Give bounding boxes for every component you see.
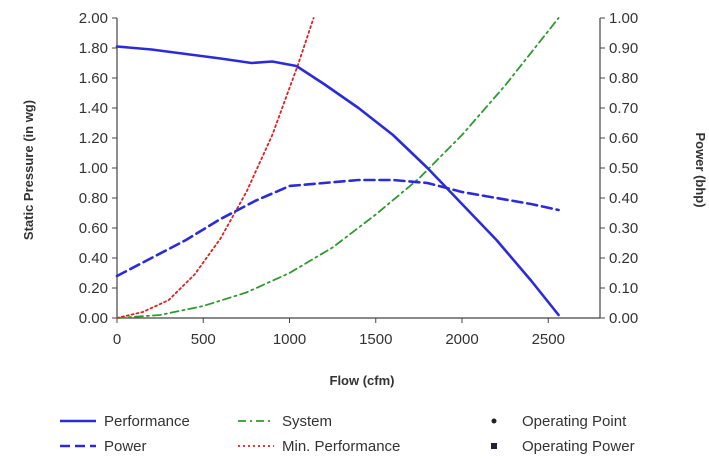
x-tick-label: 2000: [445, 331, 478, 348]
y-tick-label: 0.80: [79, 190, 108, 207]
y-tick-label: 0.00: [79, 310, 108, 327]
system-series-line: [116, 17, 560, 319]
y-axis-title: Static Pressure (in wg): [21, 100, 36, 240]
y-tick-label: 0.40: [79, 250, 108, 267]
legend-label-min-performance: Min. Performance: [282, 438, 400, 455]
x-tick-label: 0: [113, 331, 121, 348]
y2-tick-label: 0.60: [609, 130, 638, 147]
chart-legend: Performance System Operating Point Power Min…: [60, 413, 635, 455]
y2-tick-label: 0.50: [609, 160, 638, 177]
y-tick-label: 1.60: [79, 70, 108, 87]
legend-swatch-operating-point: [491, 418, 497, 424]
legend-label-performance: Performance: [104, 413, 190, 430]
x-tick-label: 1500: [359, 331, 392, 348]
x-tick-label: 1000: [273, 331, 306, 348]
x-tick-label: 2500: [532, 331, 565, 348]
x-tick-label: 500: [191, 331, 216, 348]
legend-label-power: Power: [104, 438, 147, 455]
y-tick-label: 1.20: [79, 130, 108, 147]
data-series: [115, 17, 560, 319]
y-tick-label: 1.80: [79, 40, 108, 57]
y2-tick-label: 1.00: [609, 10, 638, 27]
y2-tick-label: 0.00: [609, 310, 638, 327]
legend-swatch-operating-power: [491, 443, 497, 449]
power-series-line: [115, 178, 560, 278]
y2-tick-label: 0.40: [609, 190, 638, 207]
legend-label-operating-point: Operating Point: [522, 413, 627, 430]
y-tick-label: 0.20: [79, 280, 108, 297]
y2-axis-title: Power (bhp): [693, 132, 708, 207]
legend-label-operating-power: Operating Power: [522, 438, 635, 455]
y2-tick-label: 0.30: [609, 220, 638, 237]
y2-tick-label: 0.70: [609, 100, 638, 117]
y-tick-label: 0.60: [79, 220, 108, 237]
plot-axes: [116, 18, 601, 319]
y2-tick-label: 0.90: [609, 40, 638, 57]
min-performance-series-line: [116, 17, 315, 319]
performance-series-line: [115, 45, 560, 317]
y2-tick-label: 0.20: [609, 250, 638, 267]
y-tick-label: 1.40: [79, 100, 108, 117]
x-axis-title: Flow (cfm): [330, 373, 395, 388]
y-tick-label: 2.00: [79, 10, 108, 27]
axis-ticks: 0 500 1000 1500 2000 2500 0.00 0.20 0.40 0.60 0.80…: [79, 10, 638, 348]
y2-tick-label: 0.10: [609, 280, 638, 297]
legend-label-system: System: [282, 413, 332, 430]
y-tick-label: 1.00: [79, 160, 108, 177]
y2-tick-label: 0.80: [609, 70, 638, 87]
